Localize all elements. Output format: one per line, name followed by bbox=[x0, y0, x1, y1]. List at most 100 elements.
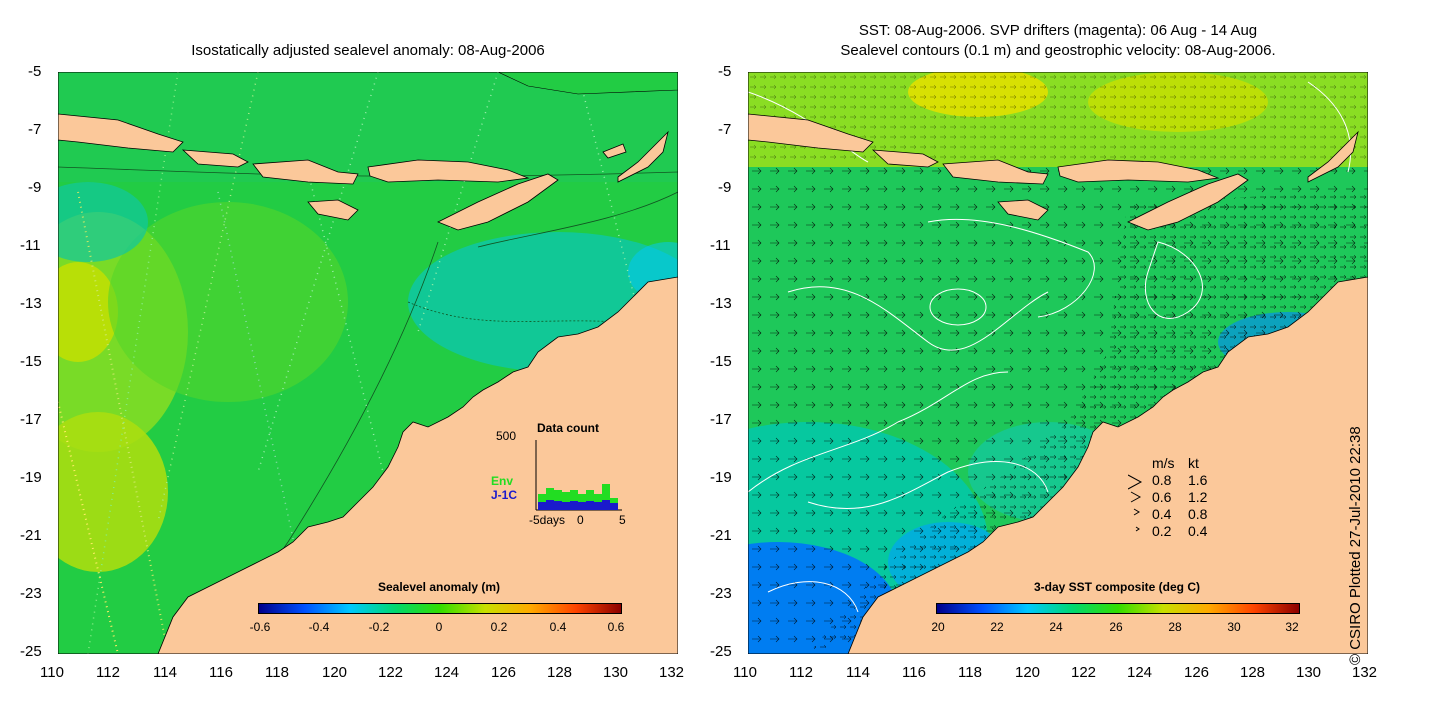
inset-series-j1c: J-1C bbox=[491, 488, 518, 502]
lon-tick: 120 bbox=[1015, 664, 1041, 681]
lat-tick: -7 bbox=[718, 121, 732, 138]
velocity-field-dense bbox=[808, 192, 1368, 654]
lon-tick: 112 bbox=[96, 664, 120, 681]
lat-tick: -7 bbox=[28, 121, 42, 138]
lon-tick: 114 bbox=[846, 664, 870, 681]
velocity-legend-kt-1: 1.2 bbox=[1188, 489, 1208, 505]
island-east-small bbox=[602, 143, 627, 159]
anomaly-mid bbox=[108, 202, 348, 402]
lon-tick: 122 bbox=[1071, 664, 1097, 681]
island-sumba bbox=[307, 199, 359, 221]
lat-tick: -21 bbox=[20, 527, 42, 544]
island-sumba bbox=[997, 199, 1049, 221]
sealevel-contour bbox=[927, 218, 1095, 318]
velocity-legend-arrows bbox=[1128, 474, 1143, 532]
right-panel-title-line1: SST: 08-Aug-2006. SVP drifters (magenta)… bbox=[858, 22, 1258, 39]
island-flores bbox=[1057, 159, 1220, 183]
lat-tick: -19 bbox=[20, 469, 42, 486]
island-bali-lombok bbox=[871, 149, 939, 168]
sealevel-contour bbox=[807, 461, 1049, 510]
island-timor bbox=[1127, 173, 1249, 231]
lat-tick: -17 bbox=[20, 411, 42, 428]
velocity-legend-kt-0: 1.6 bbox=[1188, 472, 1208, 488]
right-colorbar-tick: 24 bbox=[1049, 620, 1063, 634]
lat-tick: -15 bbox=[20, 353, 42, 370]
right-colorbar-tick: 22 bbox=[990, 620, 1004, 634]
sealevel-contour bbox=[748, 371, 1009, 493]
velocity-legend-ms-2: 0.4 bbox=[1152, 506, 1172, 522]
track-line bbox=[87, 72, 179, 654]
inset-x-label-left: -5days bbox=[529, 513, 566, 527]
island-flores bbox=[367, 159, 530, 183]
lon-tick: 118 bbox=[958, 664, 982, 681]
island-timor bbox=[437, 173, 559, 231]
left-colorbar-tick: -0.4 bbox=[308, 620, 330, 634]
lon-tick: 116 bbox=[209, 664, 233, 681]
sealevel-contour bbox=[1307, 81, 1352, 173]
lon-tick: 112 bbox=[789, 664, 813, 681]
left-colorbar-tick: 0.4 bbox=[549, 620, 567, 634]
right-map bbox=[748, 72, 1368, 654]
lon-tick: 124 bbox=[434, 664, 460, 681]
lon-tick: 128 bbox=[1240, 664, 1266, 681]
lon-tick: 132 bbox=[1352, 664, 1378, 681]
lat-tick: -11 bbox=[20, 237, 41, 254]
track-line bbox=[58, 401, 119, 654]
velocity-legend-kt-3: 0.4 bbox=[1188, 523, 1208, 539]
track-line bbox=[257, 72, 379, 473]
left-panel-title: Isostatically adjusted sealevel anomaly:… bbox=[191, 42, 545, 59]
lat-tick: -11 bbox=[710, 237, 731, 254]
lat-tick: -17 bbox=[710, 411, 732, 428]
velocity-legend-header-kt: kt bbox=[1188, 455, 1199, 471]
lon-tick: 118 bbox=[265, 664, 289, 681]
track-line bbox=[217, 191, 319, 654]
right-colorbar-tick: 30 bbox=[1227, 620, 1241, 634]
track-line bbox=[307, 171, 389, 493]
track-line bbox=[157, 72, 259, 523]
island-java bbox=[748, 113, 874, 153]
left-colorbar-tick: 0 bbox=[435, 620, 443, 634]
lon-tick: 116 bbox=[902, 664, 926, 681]
left-colorbar-tick: 0.6 bbox=[607, 620, 625, 634]
lon-tick: 130 bbox=[603, 664, 629, 681]
left-colorbar bbox=[258, 603, 622, 614]
plot-credit: © CSIRO Plotted 27-Jul-2010 22:38 bbox=[1347, 426, 1364, 665]
lat-tick: -13 bbox=[710, 295, 732, 312]
lon-tick: 124 bbox=[1127, 664, 1153, 681]
island-tanimbar bbox=[617, 130, 669, 183]
lat-tick: -25 bbox=[710, 643, 732, 660]
lat-tick: -5 bbox=[28, 63, 42, 80]
lon-tick: 110 bbox=[40, 664, 64, 681]
lat-tick: -23 bbox=[710, 585, 732, 602]
right-panel-title-line2: Sealevel contours (0.1 m) and geostrophi… bbox=[840, 42, 1276, 59]
inset-title: Data count bbox=[537, 421, 600, 435]
sealevel-contour bbox=[787, 286, 1049, 351]
velocity-legend-kt-2: 0.8 bbox=[1188, 506, 1208, 522]
lat-tick: -9 bbox=[28, 179, 42, 196]
lon-tick: 128 bbox=[547, 664, 573, 681]
lon-tick: 126 bbox=[1184, 664, 1210, 681]
lat-tick: -9 bbox=[718, 179, 732, 196]
lat-tick: -15 bbox=[710, 353, 732, 370]
inset-x-label-right: 5 bbox=[619, 513, 626, 527]
lon-tick: 126 bbox=[491, 664, 517, 681]
australia-land bbox=[847, 276, 1368, 654]
velocity-legend-header-ms: m/s bbox=[1152, 455, 1175, 471]
land-north-edge bbox=[497, 72, 678, 95]
track-line bbox=[77, 191, 169, 654]
velocity-legend-ms-1: 0.6 bbox=[1152, 489, 1172, 505]
right-colorbar-title: 3-day SST composite (deg C) bbox=[1033, 580, 1201, 594]
inset-bars bbox=[538, 484, 618, 510]
sealevel-contour bbox=[1144, 241, 1203, 319]
right-colorbar-tick: 20 bbox=[931, 620, 945, 634]
australia-land bbox=[157, 276, 678, 654]
left-colorbar-title: Sealevel anomaly (m) bbox=[377, 580, 501, 594]
left-map bbox=[58, 72, 678, 654]
right-colorbar bbox=[936, 603, 1300, 614]
lon-tick: 130 bbox=[1296, 664, 1322, 681]
right-colorbar-tick: 32 bbox=[1285, 620, 1299, 634]
lon-tick: 110 bbox=[733, 664, 757, 681]
lat-tick: -21 bbox=[710, 527, 732, 544]
lon-tick: 120 bbox=[322, 664, 348, 681]
lon-tick: 122 bbox=[378, 664, 404, 681]
